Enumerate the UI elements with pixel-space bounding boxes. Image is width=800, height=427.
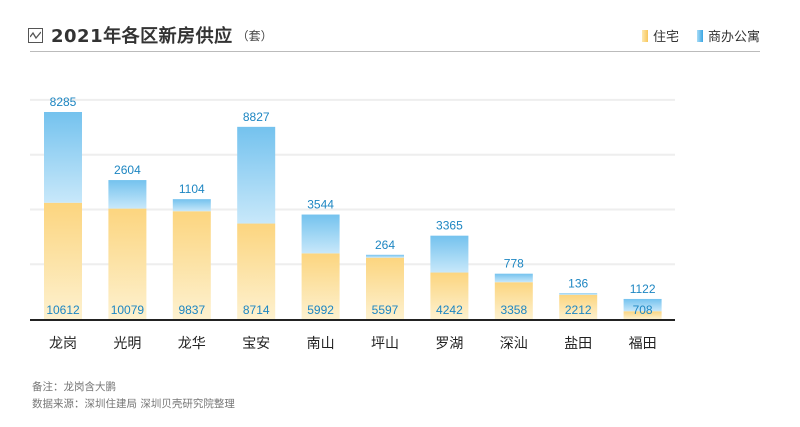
- bar-commercial: [301, 214, 340, 254]
- bar-commercial: [559, 293, 598, 295]
- data-label-commercial: 264: [375, 238, 395, 252]
- bar-residential: [623, 311, 662, 319]
- x-tick-label: 盐田: [564, 336, 592, 352]
- bar-residential: [237, 223, 276, 319]
- data-label-commercial: 136: [568, 276, 588, 290]
- x-tick-label: 坪山: [371, 336, 399, 352]
- data-label-commercial: 778: [504, 257, 524, 271]
- bar-residential: [108, 208, 147, 319]
- data-label-residential: 5597: [372, 303, 399, 317]
- legend-swatch: [641, 29, 648, 42]
- x-tick-label: 龙华: [178, 336, 206, 352]
- x-tick-label: 光明: [113, 336, 141, 352]
- x-tick-label: 深汕: [500, 336, 528, 352]
- data-label-residential: 3358: [500, 303, 527, 317]
- x-tick-label: 南山: [307, 336, 335, 352]
- data-label-commercial: 2604: [114, 163, 141, 177]
- legend-label: 商办公寓: [707, 30, 760, 45]
- bar-residential: [366, 257, 404, 319]
- data-label-residential: 2212: [565, 303, 592, 317]
- title-divider: [30, 51, 760, 52]
- remark-note: 备注：龙岗含大鹏: [32, 381, 116, 393]
- data-label-commercial: 1104: [179, 182, 205, 196]
- data-label-commercial: 1122: [630, 282, 656, 296]
- data-label-residential: 5992: [307, 303, 334, 317]
- legend: 住宅 商办公寓: [641, 26, 760, 45]
- bar-residential: [559, 294, 598, 319]
- bar-commercial: [430, 235, 469, 273]
- bar-commercial: [494, 273, 533, 283]
- bar-commercial: [366, 254, 404, 258]
- legend-item-commercial: 商办公寓: [696, 26, 760, 45]
- data-label-residential: 10612: [46, 303, 80, 317]
- bar-commercial: [623, 298, 662, 312]
- data-label-residential: 9837: [178, 303, 205, 317]
- data-label-commercial: 8827: [243, 110, 270, 124]
- bar-commercial: [44, 112, 82, 203]
- data-label-residential: 4242: [436, 303, 463, 317]
- data-label-commercial: 3544: [307, 198, 334, 212]
- legend-item-residential: 住宅: [641, 26, 679, 45]
- source-note: 数据来源：深圳住建局 深圳贝壳研究院整理: [32, 398, 235, 410]
- bar-commercial: [108, 180, 147, 209]
- bar-commercial: [237, 126, 276, 224]
- bar-residential: [494, 282, 533, 319]
- legend-swatch: [696, 29, 703, 42]
- bar-residential: [44, 202, 82, 319]
- data-label-commercial: 3365: [436, 219, 463, 233]
- bar-residential: [430, 272, 469, 319]
- x-tick-label: 罗湖: [435, 336, 463, 352]
- data-label-residential: 8714: [243, 303, 270, 317]
- line-chart-icon: [28, 27, 43, 43]
- chart-title: 2021年各区新房供应: [51, 26, 233, 47]
- chart-title-block: 2021年各区新房供应 （套）: [28, 22, 273, 48]
- bar-commercial: [172, 199, 211, 212]
- data-label-commercial: 8285: [50, 95, 77, 109]
- x-tick-label: 宝安: [242, 336, 270, 352]
- bar-residential: [172, 211, 211, 319]
- chart-unit: （套）: [236, 28, 273, 43]
- legend-label: 住宅: [652, 30, 679, 45]
- data-label-residential: 10079: [111, 303, 145, 317]
- data-label-residential: 708: [633, 303, 653, 317]
- x-tick-label: 龙岗: [49, 336, 77, 352]
- x-tick-label: 福田: [629, 336, 657, 352]
- bar-residential: [301, 253, 340, 319]
